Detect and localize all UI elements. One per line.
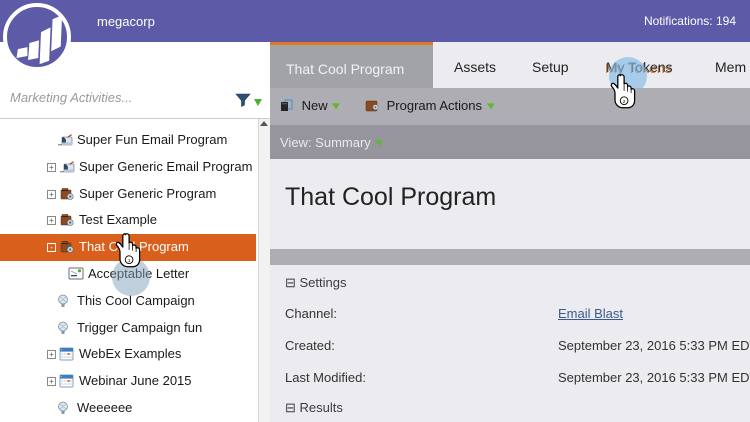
svg-text:2: 2 <box>623 99 626 105</box>
svg-text:1: 1 <box>128 258 131 264</box>
